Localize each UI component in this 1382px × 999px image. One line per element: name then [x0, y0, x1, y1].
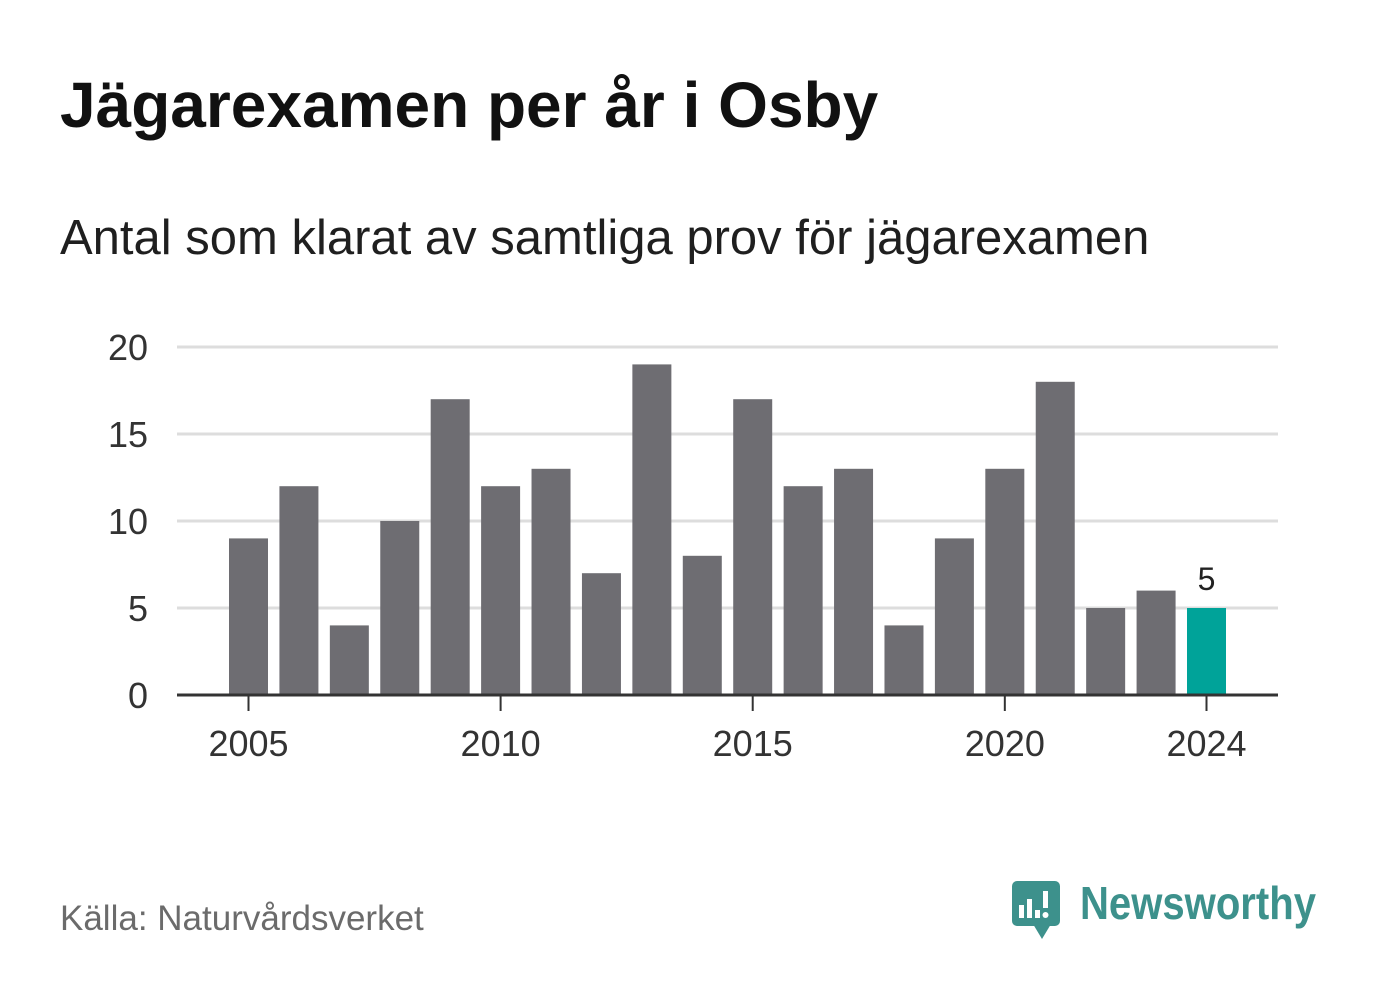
- logo-bar: [1043, 891, 1048, 908]
- bar-2021: [1035, 381, 1075, 695]
- bar-2011: [531, 468, 571, 695]
- chart-subtitle: Antal som klarat av samtliga prov för jä…: [60, 211, 1149, 265]
- source-note: Källa: Naturvårdsverket: [60, 899, 424, 938]
- y-tick-label-0: 0: [128, 675, 148, 716]
- bar-2015: [733, 399, 773, 695]
- bar-2013: [632, 364, 672, 695]
- bar-2007: [329, 625, 369, 695]
- brand-logo: Newsworthy: [1012, 877, 1316, 939]
- bar-2008: [380, 521, 420, 695]
- x-tick-label-2015: 2015: [713, 723, 793, 764]
- x-tick-label-2020: 2020: [965, 723, 1045, 764]
- logo-dot: [1042, 912, 1049, 918]
- y-tick-label-15: 15: [108, 414, 148, 455]
- logo-bubble-tail: [1033, 924, 1051, 939]
- bar-2009: [430, 399, 470, 695]
- y-axis: 0 5 10 15 20: [108, 327, 148, 716]
- bar-2016: [783, 486, 823, 695]
- bars: [229, 364, 1226, 695]
- bar-2014: [682, 555, 722, 695]
- x-tick-label-2010: 2010: [461, 723, 541, 764]
- logo-bar: [1027, 899, 1032, 918]
- y-tick-label-10: 10: [108, 501, 148, 542]
- data-label-2024: 5: [1198, 561, 1216, 597]
- bar-2012: [581, 573, 621, 695]
- newsworthy-logo-icon: [1012, 881, 1060, 939]
- x-axis: 2005 2010 2015 2020 2024: [177, 693, 1278, 764]
- y-tick-label-5: 5: [128, 588, 148, 629]
- y-tick-label-20: 20: [108, 327, 148, 368]
- bar-2022: [1086, 608, 1126, 695]
- bar-2017: [834, 468, 874, 695]
- logo-bar: [1035, 910, 1040, 918]
- logo-bubble: [1012, 881, 1060, 926]
- x-tick-label-2005: 2005: [208, 723, 288, 764]
- bar-2006: [279, 486, 319, 695]
- bar-2005: [229, 538, 268, 695]
- bar-2018: [884, 625, 924, 695]
- bar-2020: [985, 468, 1025, 695]
- x-tick-label-2024: 2024: [1166, 723, 1246, 764]
- bar-2024: [1187, 608, 1226, 695]
- chart-title: Jägarexamen per år i Osby: [60, 69, 879, 141]
- logo-bar: [1019, 905, 1024, 918]
- bar-2010: [481, 486, 521, 695]
- bar-2019: [934, 538, 974, 695]
- data-labels: 5: [1198, 561, 1216, 597]
- bar-2023: [1136, 590, 1176, 695]
- brand-name: Newsworthy: [1080, 877, 1316, 929]
